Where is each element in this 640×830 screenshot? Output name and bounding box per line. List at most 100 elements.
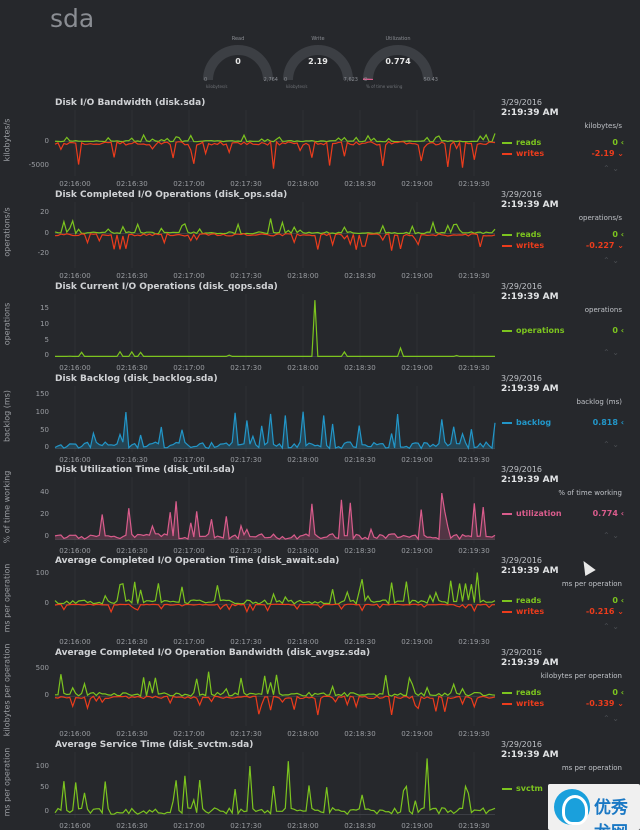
legend-units: % of time working [558, 489, 622, 497]
chart-panel: Disk Backlog (disk_backlog.sda)backlog (… [0, 374, 640, 464]
legend-item-utilization[interactable]: utilization 0.774 ‹ [502, 509, 624, 519]
gauge-dial [202, 45, 273, 81]
x-tick-label: 02:17:30 [230, 364, 262, 372]
legend-item-reads[interactable]: reads 0 ‹ [502, 138, 624, 148]
y-tick-label: 0 [44, 531, 49, 540]
chart-plot-area[interactable]: 40 20 0 02:16:00 02:16:30 02:17:00 02:17:30 02:… [17, 475, 502, 555]
y-axis-label: operations/s [2, 207, 12, 257]
y-tick-label: 50 [40, 426, 49, 435]
legend-date: 3/29/2016 [501, 465, 543, 474]
chart-plot-area[interactable]: 15 10 5 0 02:16:00 02:16:30 02:17:00 02:17:30 02… [17, 292, 502, 372]
x-tick-label: 02:19:30 [458, 180, 490, 188]
x-tick-label: 02:16:00 [59, 272, 91, 280]
series-line-reads [54, 671, 496, 698]
legend-scroll-arrows-icon[interactable]: ⌃ ⌄ [603, 348, 619, 357]
y-tick-label: 40 [40, 488, 49, 497]
chart-panel: Disk Current I/O Operations (disk_qops.s… [0, 282, 640, 372]
legend-series-name: writes [516, 699, 545, 708]
series-area-utilization [55, 493, 495, 540]
x-tick-label: 02:19:30 [458, 730, 490, 738]
x-tick-label: 02:16:30 [116, 180, 148, 188]
x-tick-label: 02:19:30 [458, 547, 490, 555]
y-axis-label: kilobytes per operation [2, 643, 12, 737]
chart-plot-area[interactable]: 20 0 -20 02:16:00 02:16:30 02:17:00 02:17:30 02… [17, 200, 502, 280]
y-tick-label: 20 [40, 207, 49, 216]
legend-item-operations[interactable]: operations 0 ‹ [502, 326, 624, 336]
x-tick-label: 02:16:00 [59, 180, 91, 188]
legend-time: 2:19:39 AM [501, 475, 559, 485]
x-tick-label: 02:17:30 [230, 822, 262, 830]
legend-date: 3/29/2016 [501, 374, 543, 383]
legend-date: 3/29/2016 [501, 740, 543, 749]
legend-item-backlog[interactable]: backlog 0.818 ‹ [502, 418, 624, 428]
legend-series-name: writes [516, 241, 545, 250]
gauge-value: 2.19 [308, 57, 328, 66]
legend-scroll-arrows-icon[interactable]: ⌃ ⌄ [603, 256, 619, 265]
legend-swatch [502, 611, 512, 613]
y-tick-label: 50 [40, 783, 49, 792]
legend-swatch [502, 703, 512, 705]
legend-item-reads[interactable]: reads 0 ‹ [502, 230, 624, 240]
chart-plot-area[interactable]: 100 50 0 02:16:00 02:16:30 02:17:00 02:17:30 02… [17, 750, 502, 830]
legend-item-writes[interactable]: writes -0.339 ⌄ [502, 699, 624, 709]
chart-title: Disk Backlog (disk_backlog.sda) [55, 374, 218, 384]
legend-item-reads[interactable]: reads 0 ‹ [502, 596, 624, 606]
legend-units: backlog (ms) [576, 398, 622, 406]
series-area-backlog [55, 411, 495, 449]
chart-svg [55, 294, 495, 360]
legend-scroll-arrows-icon[interactable]: ⌃ ⌄ [603, 164, 619, 173]
legend-series-value: 0 ‹ [612, 230, 624, 239]
chart-legend: 3/29/2016 2:19:39 AM ms per operation reads… [500, 556, 640, 646]
legend-time: 2:19:39 AM [501, 384, 559, 394]
legend-scroll-arrows-icon[interactable]: ⌃ ⌄ [603, 622, 619, 631]
chart-title: Disk Utilization Time (disk_util.sda) [55, 465, 235, 475]
legend-time: 2:19:39 AM [501, 750, 559, 760]
chart-plot-area[interactable]: 500 0 02:16:00 02:16:30 02:17:00 02:17:30 02:1… [17, 658, 502, 738]
y-tick-label: 0 [44, 691, 49, 700]
gauge-value: 0.774 [385, 57, 411, 66]
y-tick-label: 10 [40, 320, 49, 329]
series-line-operations [55, 300, 495, 357]
x-tick-label: 02:19:00 [401, 822, 433, 830]
legend-scroll-arrows-icon[interactable]: ⌃ ⌄ [603, 531, 619, 540]
legend-scroll-arrows-icon[interactable]: ⌃ ⌄ [603, 714, 619, 723]
gauge-utilization[interactable]: Utilization 0.774 0 50.43 % of time work… [358, 36, 438, 96]
x-tick-label: 02:16:00 [59, 730, 91, 738]
gauge-write[interactable]: Write 2.19 0 7,623 kilobytes/s [278, 36, 358, 96]
x-tick-label: 02:16:30 [116, 730, 148, 738]
gauge-min: 0 [204, 77, 208, 83]
legend-series-name: backlog [516, 418, 552, 427]
chart-svg [54, 386, 496, 452]
chart-title: Average Completed I/O Operation Bandwidt… [55, 648, 371, 658]
gauge-value: 0 [235, 57, 241, 66]
legend-swatch [502, 245, 512, 247]
y-axis-label: kilobytes/s [2, 118, 12, 162]
legend-series-name: reads [516, 230, 542, 239]
x-tick-label: 02:19:00 [401, 547, 433, 555]
x-tick-label: 02:17:00 [173, 822, 205, 830]
chart-svg [54, 477, 496, 543]
legend-time: 2:19:39 AM [501, 200, 559, 210]
legend-scroll-arrows-icon[interactable]: ⌃ ⌄ [603, 440, 619, 449]
x-tick-label: 02:17:00 [173, 638, 205, 646]
y-tick-label: 500 [35, 663, 49, 672]
legend-swatch [502, 234, 512, 236]
chart-plot-area[interactable]: 100 0 02:16:00 02:16:30 02:17:00 02:17:30 02:1… [17, 566, 502, 646]
chart-plot-area[interactable]: 150 100 50 0 02:16:00 02:16:30 02:17:00 02:17:3… [17, 384, 502, 464]
chart-title: Disk I/O Bandwidth (disk.sda) [55, 98, 206, 108]
legend-series-value: -0.339 ⌄ [585, 699, 624, 708]
legend-item-writes[interactable]: writes -0.216 ⌄ [502, 607, 624, 617]
page-title: sda [50, 4, 95, 33]
legend-item-reads[interactable]: reads 0 ‹ [502, 688, 624, 698]
chart-plot-area[interactable]: 0 -5000 02:16:00 02:16:30 02:17:00 02:17:30 02… [17, 108, 502, 188]
legend-item-writes[interactable]: writes -2.19 ⌄ [502, 149, 624, 159]
y-tick-label: 0 [44, 806, 49, 815]
y-tick-label: 0 [44, 136, 49, 145]
legend-item-writes[interactable]: writes -0.227 ⌄ [502, 241, 624, 251]
chart-title: Average Service Time (disk_svctm.sda) [55, 740, 254, 750]
y-tick-label: 0 [44, 351, 49, 360]
gauge-units: % of time working [366, 84, 403, 89]
gauge-read[interactable]: Read 0 0 2,764 kilobytes/s [198, 36, 278, 96]
x-tick-label: 02:16:00 [59, 456, 91, 464]
x-tick-label: 02:19:00 [401, 272, 433, 280]
